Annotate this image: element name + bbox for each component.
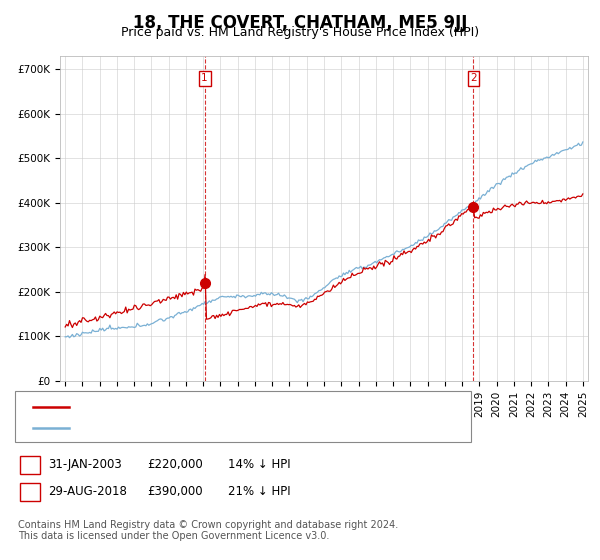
Text: 2: 2 <box>470 73 477 83</box>
Text: Contains HM Land Registry data © Crown copyright and database right 2024.
This d: Contains HM Land Registry data © Crown c… <box>18 520 398 542</box>
Text: 1: 1 <box>201 73 208 83</box>
Text: 18, THE COVERT, CHATHAM, ME5 9JJ (detached house): 18, THE COVERT, CHATHAM, ME5 9JJ (detach… <box>75 401 395 414</box>
Text: 2: 2 <box>26 487 34 497</box>
Text: £390,000: £390,000 <box>147 485 203 498</box>
Text: 29-AUG-2018: 29-AUG-2018 <box>48 485 127 498</box>
Text: HPI: Average price, detached house, Maidstone: HPI: Average price, detached house, Maid… <box>75 422 354 435</box>
Text: 31-JAN-2003: 31-JAN-2003 <box>48 458 122 472</box>
Text: £220,000: £220,000 <box>147 458 203 472</box>
Text: 21% ↓ HPI: 21% ↓ HPI <box>228 485 290 498</box>
Text: 18, THE COVERT, CHATHAM, ME5 9JJ: 18, THE COVERT, CHATHAM, ME5 9JJ <box>133 14 467 32</box>
Text: Price paid vs. HM Land Registry's House Price Index (HPI): Price paid vs. HM Land Registry's House … <box>121 26 479 39</box>
Text: 1: 1 <box>26 460 34 470</box>
Text: 14% ↓ HPI: 14% ↓ HPI <box>228 458 290 472</box>
